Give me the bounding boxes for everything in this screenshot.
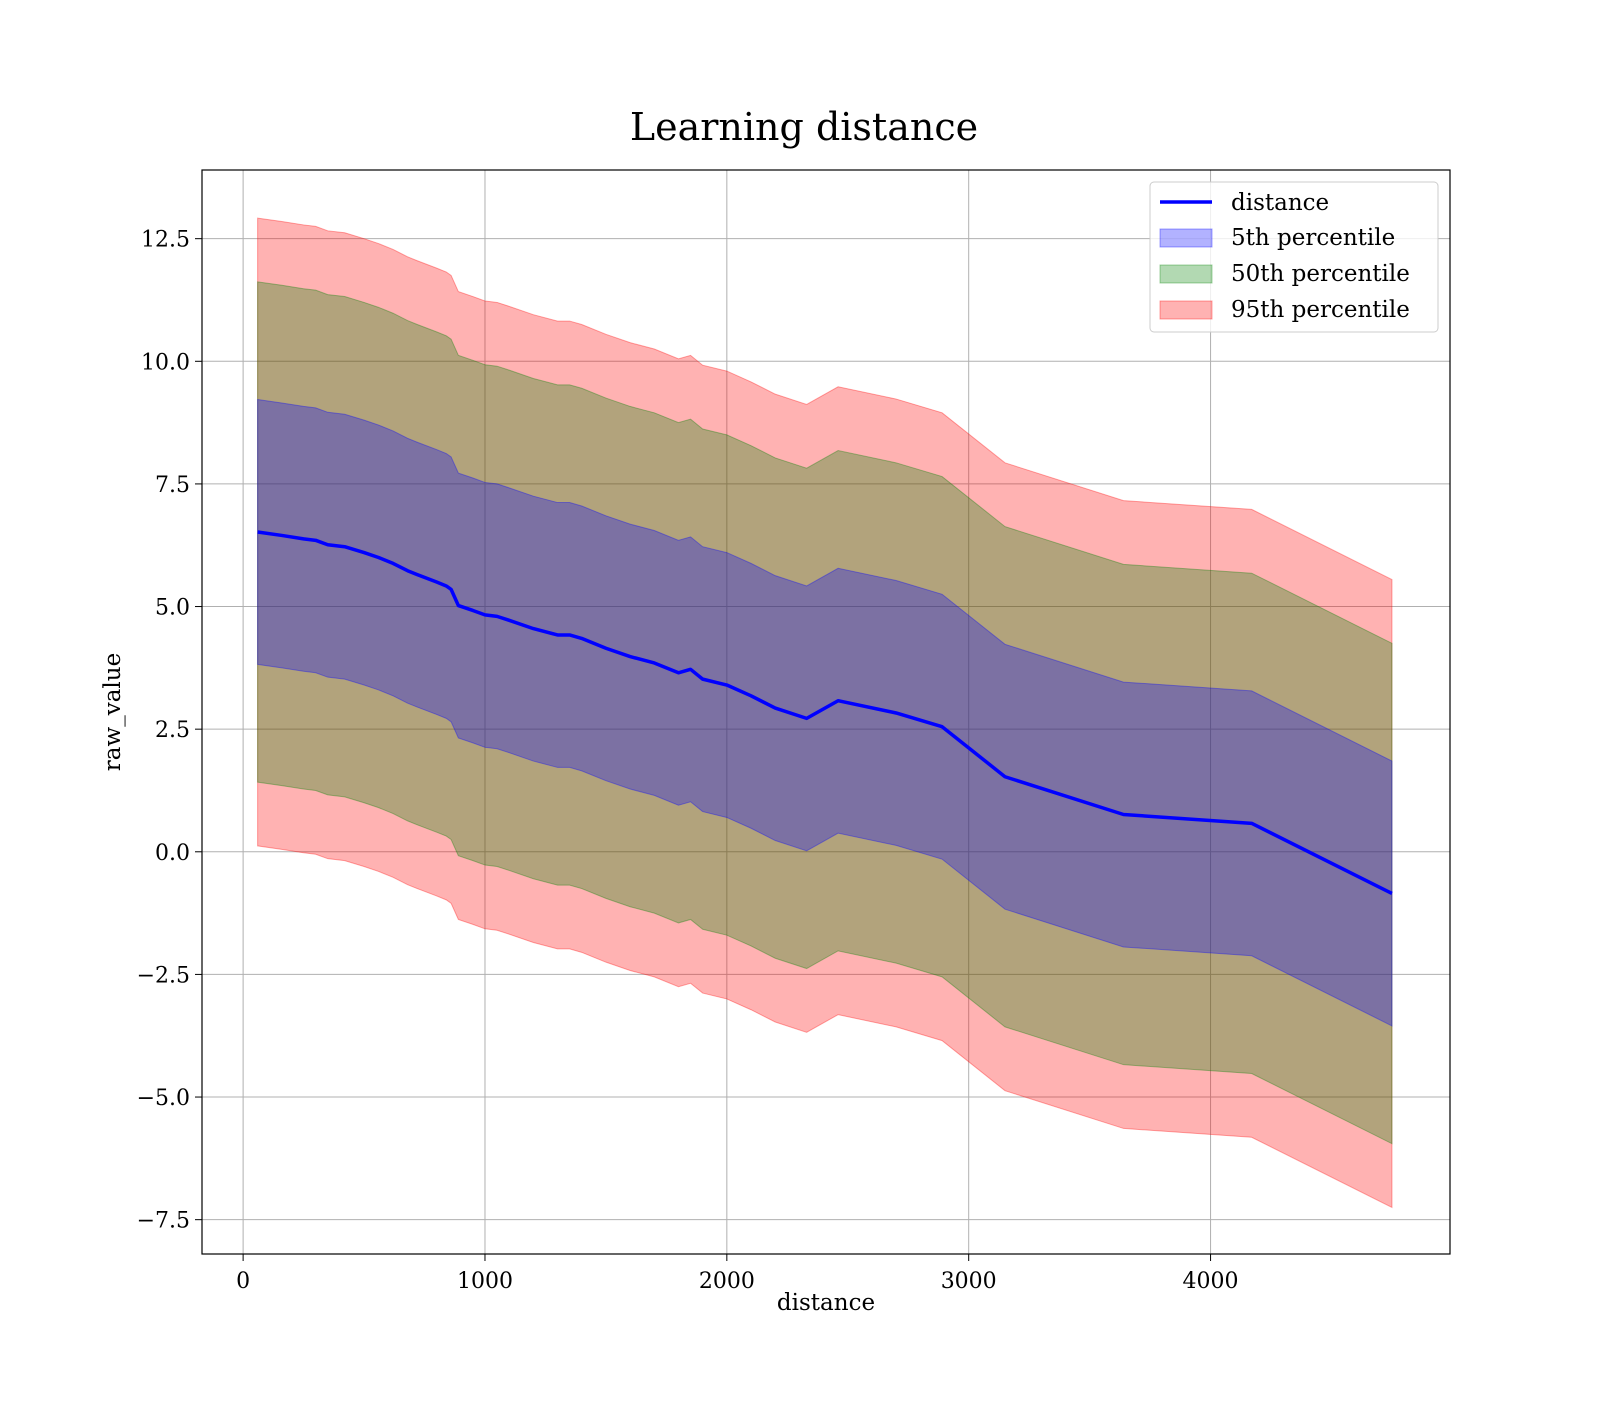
x-tick-label: 3000	[941, 1269, 997, 1294]
x-tick-label: 1000	[457, 1269, 513, 1294]
band-layer	[257, 217, 1393, 1209]
band-5th-percentile	[257, 398, 1393, 1027]
x-tick-label: 0	[236, 1269, 250, 1294]
legend-label-5th: 5th percentile	[1231, 225, 1395, 251]
legend-label-95th: 95th percentile	[1231, 297, 1410, 323]
band-95th-percentile	[257, 217, 1393, 1209]
tick-layer: 0 1000 2000 3000 4000 12.5 10.0 7.5 5.0 2.5 0.0 −2.…	[137, 228, 1239, 1294]
chart-title: Learning distance	[630, 105, 978, 149]
y-tick-label: −2.5	[137, 963, 190, 988]
plot-frame	[201, 169, 1451, 1255]
line-layer	[257, 530, 1393, 896]
y-axis-title: raw_value	[100, 653, 126, 771]
legend-label-distance: distance	[1231, 190, 1329, 216]
y-tick-label: 2.5	[155, 718, 190, 743]
grid-layer	[202, 170, 1450, 1254]
legend-swatch-5th	[1159, 228, 1213, 248]
legend: distance 5th percentile 50th percentile …	[1149, 181, 1439, 333]
y-tick-label: 12.5	[141, 228, 190, 253]
legend-box	[1149, 181, 1439, 333]
distance-line	[257, 530, 1393, 896]
y-tick-label: 10.0	[141, 350, 190, 375]
x-tick-label: 2000	[699, 1269, 755, 1294]
x-tick-label: 4000	[1183, 1269, 1239, 1294]
band-50th-percentile	[257, 281, 1393, 1145]
legend-label-50th: 50th percentile	[1231, 261, 1410, 287]
legend-swatch-95th	[1159, 300, 1213, 320]
y-tick-label: −5.0	[137, 1086, 190, 1111]
y-tick-label: 0.0	[155, 841, 190, 866]
legend-swatch-50th	[1159, 264, 1213, 284]
y-tick-label: −7.5	[137, 1209, 190, 1234]
y-tick-label: 7.5	[155, 473, 190, 498]
x-axis-title: distance	[777, 1290, 875, 1316]
y-tick-label: 5.0	[155, 596, 190, 621]
